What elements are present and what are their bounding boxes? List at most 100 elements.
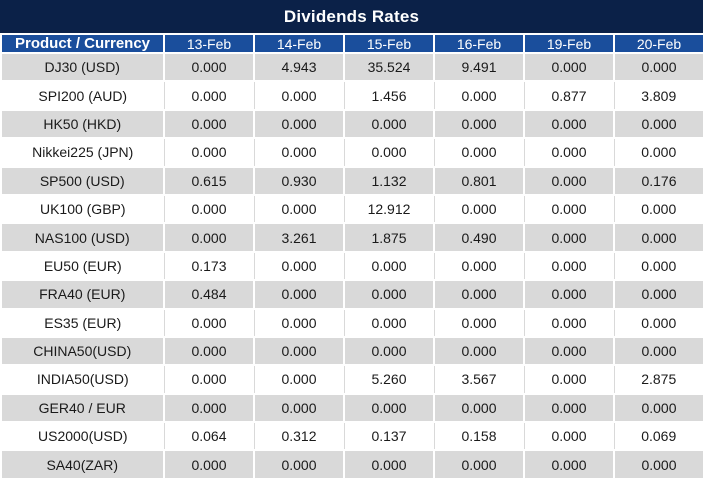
product-cell: HK50 (HKD) <box>0 108 165 140</box>
value-cell: 4.943 <box>253 51 345 83</box>
value-cell: 0.176 <box>613 165 703 196</box>
product-cell: SA40(ZAR) <box>0 449 165 480</box>
value-cell: 0.000 <box>343 250 435 282</box>
value-cell: 0.000 <box>163 108 255 140</box>
value-cell: 0.000 <box>163 335 255 367</box>
value-cell: 0.000 <box>163 193 255 225</box>
value-cell: 0.000 <box>613 137 703 168</box>
value-cell: 0.000 <box>253 137 345 168</box>
date-column-header: 20-Feb <box>613 33 703 54</box>
product-column-header: Product / Currency <box>0 33 165 54</box>
date-column-header: 13-Feb <box>163 33 255 54</box>
table-row: SPI200 (AUD) 0.000 0.000 1.456 0.000 0.877 3.8… <box>0 80 703 111</box>
value-cell: 0.000 <box>523 364 615 395</box>
value-cell: 0.000 <box>523 165 615 196</box>
value-cell: 3.809 <box>613 80 703 111</box>
value-cell: 0.000 <box>253 392 345 424</box>
value-cell: 0.000 <box>433 250 525 282</box>
product-cell: DJ30 (USD) <box>0 51 165 83</box>
value-cell: 3.261 <box>253 222 345 253</box>
table-row: UK100 (GBP) 0.000 0.000 12.912 0.000 0.000 0.0… <box>0 193 703 225</box>
value-cell: 0.000 <box>343 449 435 480</box>
value-cell: 0.158 <box>433 421 525 452</box>
value-cell: 0.000 <box>523 392 615 424</box>
value-cell: 0.312 <box>253 421 345 452</box>
value-cell: 0.000 <box>523 449 615 480</box>
value-cell: 1.456 <box>343 80 435 111</box>
value-cell: 0.000 <box>163 80 255 111</box>
table-row: DJ30 (USD) 0.000 4.943 35.524 9.491 0.000 0.00… <box>0 51 703 83</box>
table-row: CHINA50(USD) 0.000 0.000 0.000 0.000 0.000 0.0… <box>0 335 703 367</box>
value-cell: 0.000 <box>613 392 703 424</box>
value-cell: 0.000 <box>433 279 525 310</box>
product-cell: SP500 (USD) <box>0 165 165 196</box>
value-cell: 0.000 <box>343 137 435 168</box>
value-cell: 0.877 <box>523 80 615 111</box>
value-cell: 0.000 <box>163 51 255 83</box>
value-cell: 0.000 <box>253 108 345 140</box>
value-cell: 0.484 <box>163 279 255 310</box>
product-cell: NAS100 (USD) <box>0 222 165 253</box>
page-title: Dividends Rates <box>0 0 703 33</box>
value-cell: 0.000 <box>343 108 435 140</box>
table-row: US2000(USD) 0.064 0.312 0.137 0.158 0.000 0.06… <box>0 421 703 452</box>
value-cell: 35.524 <box>343 51 435 83</box>
value-cell: 0.000 <box>613 449 703 480</box>
value-cell: 0.000 <box>253 449 345 480</box>
product-cell: Nikkei225 (JPN) <box>0 137 165 168</box>
value-cell: 0.000 <box>523 421 615 452</box>
value-cell: 0.000 <box>613 51 703 83</box>
table-row: GER40 / EUR 0.000 0.000 0.000 0.000 0.000 0.00… <box>0 392 703 424</box>
value-cell: 5.260 <box>343 364 435 395</box>
table-row: ES35 (EUR) 0.000 0.000 0.000 0.000 0.000 0.000 <box>0 307 703 338</box>
table-row: INDIA50(USD) 0.000 0.000 5.260 3.567 0.000 2.8… <box>0 364 703 395</box>
value-cell: 0.000 <box>163 222 255 253</box>
value-cell: 0.000 <box>523 335 615 367</box>
value-cell: 0.000 <box>433 193 525 225</box>
value-cell: 0.137 <box>343 421 435 452</box>
value-cell: 0.000 <box>523 193 615 225</box>
table-row: EU50 (EUR) 0.173 0.000 0.000 0.000 0.000 0.000 <box>0 250 703 282</box>
value-cell: 0.000 <box>253 279 345 310</box>
date-column-header: 15-Feb <box>343 33 435 54</box>
value-cell: 0.000 <box>433 335 525 367</box>
table-row: Nikkei225 (JPN) 0.000 0.000 0.000 0.000 0.000… <box>0 137 703 168</box>
value-cell: 0.000 <box>613 250 703 282</box>
value-cell: 1.132 <box>343 165 435 196</box>
value-cell: 0.000 <box>343 392 435 424</box>
value-cell: 0.000 <box>163 449 255 480</box>
value-cell: 0.000 <box>613 335 703 367</box>
value-cell: 0.069 <box>613 421 703 452</box>
value-cell: 0.000 <box>613 193 703 225</box>
value-cell: 1.875 <box>343 222 435 253</box>
value-cell: 0.000 <box>523 108 615 140</box>
value-cell: 0.000 <box>253 307 345 338</box>
value-cell: 0.000 <box>613 108 703 140</box>
value-cell: 9.491 <box>433 51 525 83</box>
value-cell: 0.000 <box>433 449 525 480</box>
date-column-header: 19-Feb <box>523 33 615 54</box>
table-row: NAS100 (USD) 0.000 3.261 1.875 0.490 0.000 0.0… <box>0 222 703 253</box>
date-column-header: 16-Feb <box>433 33 525 54</box>
value-cell: 0.000 <box>433 80 525 111</box>
product-cell: US2000(USD) <box>0 421 165 452</box>
product-cell: ES35 (EUR) <box>0 307 165 338</box>
value-cell: 0.000 <box>253 364 345 395</box>
value-cell: 0.000 <box>523 250 615 282</box>
value-cell: 3.567 <box>433 364 525 395</box>
product-cell: EU50 (EUR) <box>0 250 165 282</box>
product-cell: GER40 / EUR <box>0 392 165 424</box>
value-cell: 0.615 <box>163 165 255 196</box>
header-row: Product / Currency 13-Feb 14-Feb 15-Feb 16-F… <box>0 33 703 54</box>
value-cell: 0.000 <box>433 137 525 168</box>
value-cell: 0.000 <box>523 51 615 83</box>
value-cell: 0.000 <box>343 335 435 367</box>
value-cell: 0.000 <box>343 279 435 310</box>
product-cell: INDIA50(USD) <box>0 364 165 395</box>
value-cell: 0.000 <box>253 250 345 282</box>
value-cell: 0.000 <box>253 335 345 367</box>
value-cell: 0.000 <box>613 279 703 310</box>
value-cell: 0.000 <box>433 392 525 424</box>
product-cell: SPI200 (AUD) <box>0 80 165 111</box>
value-cell: 0.064 <box>163 421 255 452</box>
